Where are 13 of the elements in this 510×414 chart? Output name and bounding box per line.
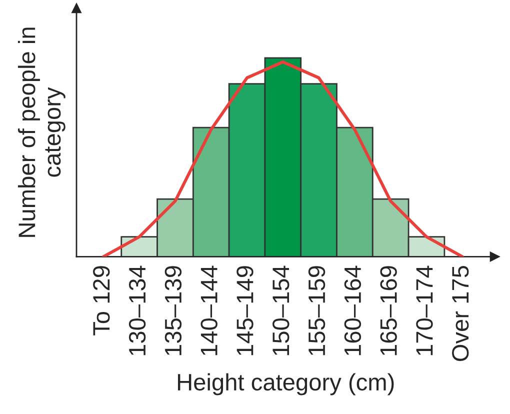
x-tick-label: 165–169 (380, 266, 397, 356)
x-tick-label: 150–154 (272, 266, 290, 356)
x-tick-label: 160–164 (344, 266, 362, 356)
x-tick-label: 135–139 (164, 266, 182, 356)
x-tick-label: 140–144 (200, 266, 218, 356)
x-tick-label: 130–134 (128, 266, 146, 356)
y-axis-title: Number of people in category (18, 28, 66, 237)
x-axis-title: Height category (cm) (178, 373, 394, 396)
x-tick-label: 155–159 (308, 266, 326, 356)
x-tick-label: Over 175 (452, 266, 469, 362)
x-tick-label: To 129 (93, 266, 110, 336)
x-tick-label: 170–174 (416, 266, 433, 356)
x-tick-label: 145–149 (236, 266, 254, 356)
